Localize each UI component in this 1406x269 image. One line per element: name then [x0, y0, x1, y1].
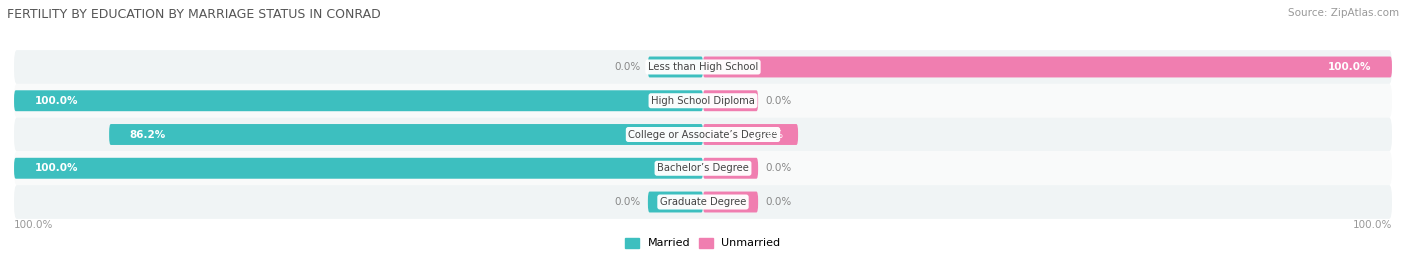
- Text: 0.0%: 0.0%: [614, 197, 641, 207]
- FancyBboxPatch shape: [14, 158, 703, 179]
- FancyBboxPatch shape: [14, 90, 703, 111]
- FancyBboxPatch shape: [703, 192, 758, 213]
- FancyBboxPatch shape: [703, 56, 1392, 77]
- Text: 100.0%: 100.0%: [35, 163, 79, 173]
- Text: 0.0%: 0.0%: [765, 197, 792, 207]
- FancyBboxPatch shape: [703, 124, 799, 145]
- Text: 100.0%: 100.0%: [1327, 62, 1371, 72]
- Text: Bachelor’s Degree: Bachelor’s Degree: [657, 163, 749, 173]
- FancyBboxPatch shape: [14, 151, 1392, 185]
- FancyBboxPatch shape: [14, 84, 1392, 118]
- FancyBboxPatch shape: [14, 118, 1392, 151]
- FancyBboxPatch shape: [110, 124, 703, 145]
- Text: Source: ZipAtlas.com: Source: ZipAtlas.com: [1288, 8, 1399, 18]
- Text: 0.0%: 0.0%: [765, 163, 792, 173]
- Text: 100.0%: 100.0%: [1353, 220, 1392, 230]
- Legend: Married, Unmarried: Married, Unmarried: [621, 233, 785, 253]
- FancyBboxPatch shape: [14, 50, 1392, 84]
- FancyBboxPatch shape: [703, 90, 758, 111]
- Text: 0.0%: 0.0%: [765, 96, 792, 106]
- FancyBboxPatch shape: [648, 192, 703, 213]
- Text: FERTILITY BY EDUCATION BY MARRIAGE STATUS IN CONRAD: FERTILITY BY EDUCATION BY MARRIAGE STATU…: [7, 8, 381, 21]
- FancyBboxPatch shape: [648, 56, 703, 77]
- Text: College or Associate’s Degree: College or Associate’s Degree: [628, 129, 778, 140]
- Text: 0.0%: 0.0%: [614, 62, 641, 72]
- Text: 100.0%: 100.0%: [35, 96, 79, 106]
- Text: Graduate Degree: Graduate Degree: [659, 197, 747, 207]
- FancyBboxPatch shape: [14, 185, 1392, 219]
- Text: 86.2%: 86.2%: [129, 129, 166, 140]
- Text: Less than High School: Less than High School: [648, 62, 758, 72]
- Text: 100.0%: 100.0%: [14, 220, 53, 230]
- FancyBboxPatch shape: [703, 158, 758, 179]
- Text: High School Diploma: High School Diploma: [651, 96, 755, 106]
- Text: 13.8%: 13.8%: [751, 129, 785, 140]
